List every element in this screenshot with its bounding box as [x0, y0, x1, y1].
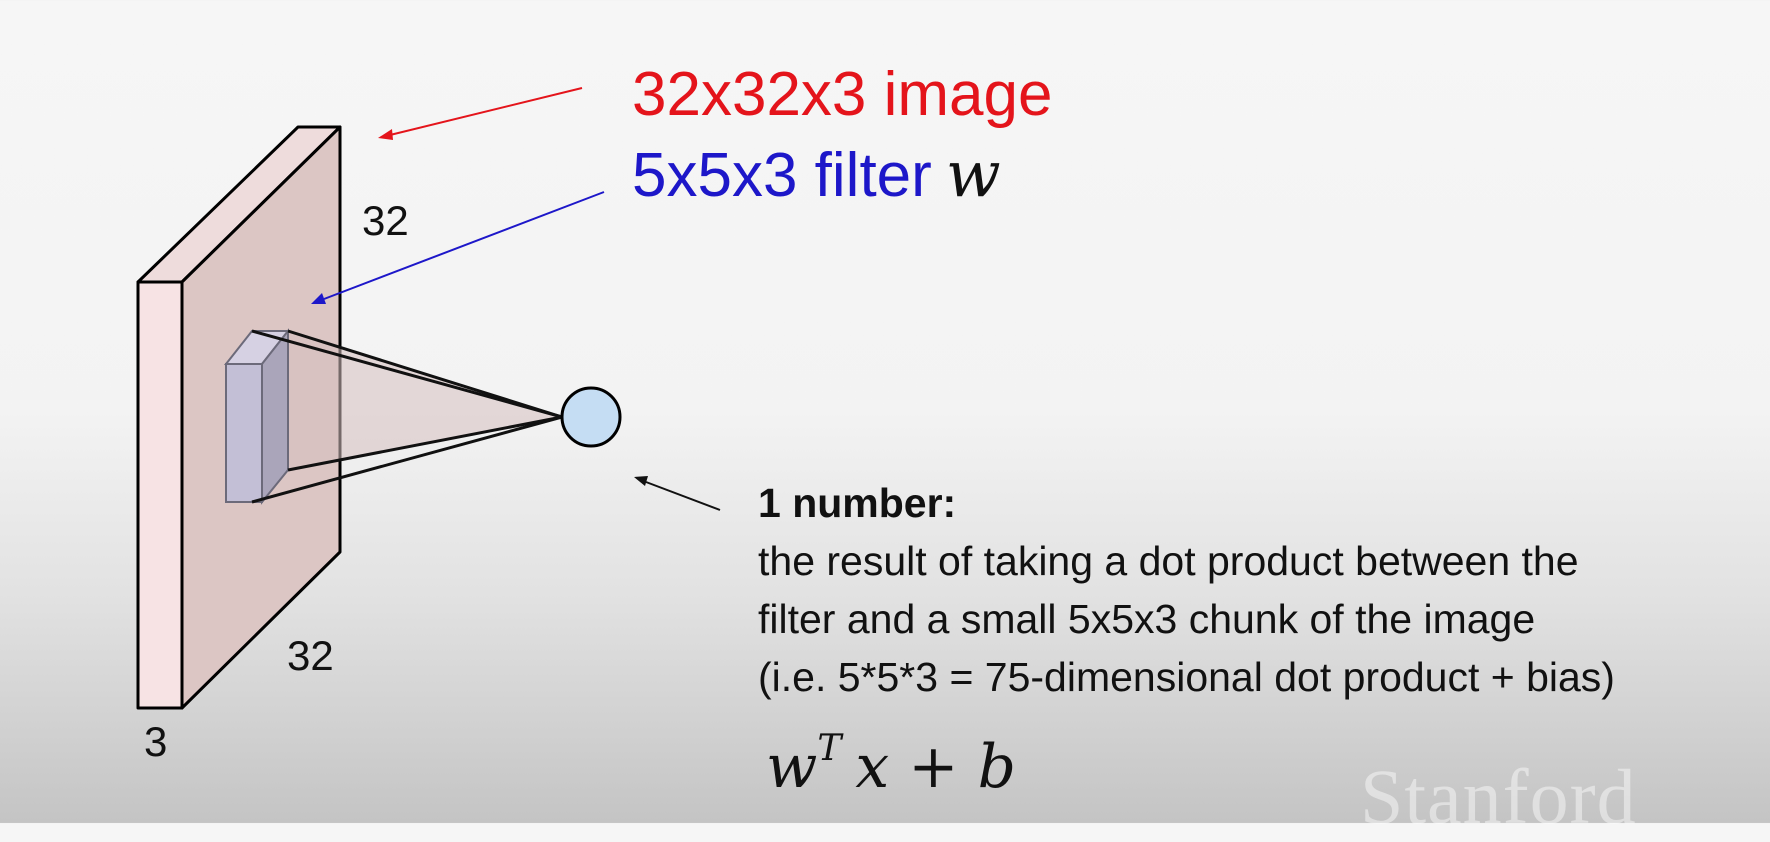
- volume-depth-label: 3: [144, 718, 168, 765]
- formula-base: w: [766, 732, 818, 802]
- volume-width-label: 32: [287, 632, 334, 679]
- dot-product-formula: wT x + b: [766, 728, 1017, 802]
- connection-lines: [251, 329, 563, 504]
- output-neuron: [560, 386, 622, 448]
- stanford-watermark: Stanford: [1360, 753, 1637, 840]
- connection-line: [251, 329, 563, 419]
- convolution-diagram: [136, 87, 721, 710]
- volume-height-label: 32: [362, 197, 409, 244]
- image-size-label: 32x32x3 image: [632, 60, 1053, 129]
- black-arrow: [634, 476, 721, 511]
- note-line: the result of taking a dot product betwe…: [758, 538, 1579, 584]
- filter-size-label: 5x5x3 filter w: [632, 140, 1001, 211]
- red-arrow: [378, 87, 583, 140]
- filter-box: [223, 328, 291, 505]
- filter-front-face: [225, 363, 263, 503]
- note-line: filter and a small 5x5x3 chunk of the im…: [758, 596, 1536, 642]
- projection-wedge: [252, 331, 562, 502]
- connection-line: [251, 415, 563, 504]
- connection-line: [287, 415, 563, 472]
- note-title: 1 number:: [758, 480, 957, 526]
- formula-rest: x + b: [855, 732, 1017, 802]
- blue-arrow: [311, 191, 605, 304]
- volume-front-face: [136, 280, 184, 710]
- connection-line: [287, 329, 563, 419]
- filter-variable: w: [945, 138, 1001, 212]
- note-line: (i.e. 5*5*3 = 75-dimensional dot product…: [758, 654, 1615, 700]
- formula-transpose: T: [817, 728, 842, 769]
- filter-size-text: 5x5x3 filter: [632, 141, 932, 210]
